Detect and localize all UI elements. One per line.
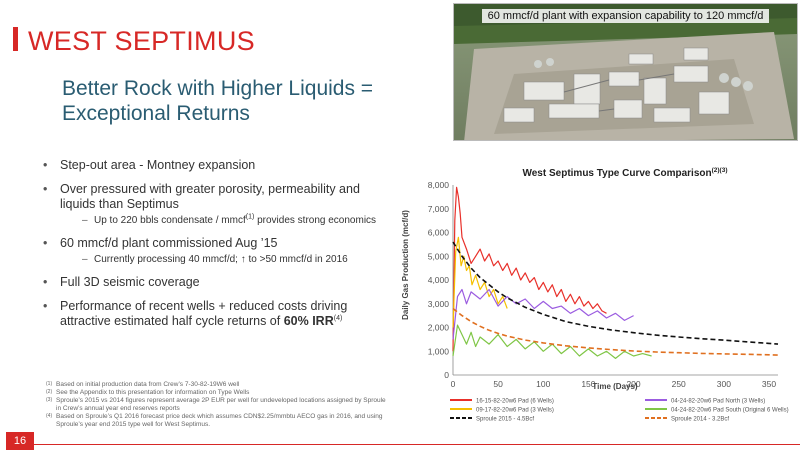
- title-accent-bar: [13, 27, 18, 51]
- footnote-mark: (1): [46, 381, 53, 387]
- bullet-text: Full 3D seismic coverage: [60, 275, 200, 289]
- bullet-list: Step-out area - Montney expansion Over p…: [38, 158, 378, 338]
- type-curve-chart: West Septimus Type Curve Comparison(2)(3…: [401, 167, 789, 423]
- legend-label: 09-17-82-20w6 Pad (3 Wells): [476, 408, 554, 414]
- y-tick-label: 4,000: [428, 275, 450, 285]
- page-subtitle: Better Rock with Higher Liquids = Except…: [62, 77, 374, 125]
- x-tick-label: 350: [762, 379, 776, 389]
- bullet-text: Performance of recent wells + reduced co…: [60, 299, 348, 328]
- sub-bullet-text: Up to 220 bbls condensate / mmcf: [94, 215, 246, 226]
- chart-legend: 16-15-82-20w6 Pad (6 Wells) 04-24-82-20w6…: [450, 399, 789, 423]
- sub-bullet-item: Up to 220 bbls condensate / mmcf(1) prov…: [60, 213, 378, 227]
- footnote-text: Based on Sproule’s Q1 2016 forecast pric…: [56, 413, 383, 428]
- bullet-text: Step-out area - Montney expansion: [60, 158, 256, 172]
- x-tick-label: 300: [717, 379, 731, 389]
- series-line: [452, 307, 779, 356]
- legend-label: 04-24-82-20w6 Pad North (3 Wells): [671, 399, 765, 405]
- y-tick-label: 0: [444, 370, 449, 380]
- footer-rule: [34, 444, 800, 445]
- chart-title: West Septimus Type Curve Comparison(2)(3…: [522, 167, 727, 179]
- sub-bullet-text: Currently processing 40 mmcf/d; ↑ to >50…: [94, 254, 348, 265]
- sub-bullet-text: provides strong economics: [254, 215, 377, 226]
- gas-plant-photo: 60 mmcf/d plant with expansion capabilit…: [453, 3, 798, 141]
- chart-title-text: West Septimus Type Curve Comparison: [522, 168, 711, 179]
- footnote: (4) Based on Sproule’s Q1 2016 forecast p…: [46, 413, 391, 429]
- footnote-ref: (4): [333, 314, 343, 322]
- legend-label: Sproule 2015 - 4.5Bcf: [476, 417, 534, 423]
- y-tick-label: 8,000: [428, 180, 450, 190]
- bullet-item: Performance of recent wells + reduced co…: [38, 299, 378, 329]
- x-tick-label: 150: [581, 379, 595, 389]
- bullet-item: Over pressured with greater porosity, pe…: [38, 182, 378, 227]
- legend-label: 04-24-82-20w6 Pad South (Original 6 Well…: [671, 408, 789, 414]
- chart-plot-area: 0 1,000 2,000 3,000 4,000 5,000 6,000 7,000 8,00…: [428, 180, 779, 389]
- y-tick-label: 7,000: [428, 204, 450, 214]
- series-line: [452, 186, 607, 352]
- irr-emphasis: 60% IRR: [283, 314, 334, 328]
- footnote: (1) Based on initial production data from…: [46, 381, 391, 389]
- photo-caption-text: 60 mmcf/d plant with expansion capabilit…: [481, 9, 770, 23]
- footnote-ref: (1): [245, 213, 255, 221]
- y-tick-label: 5,000: [428, 251, 450, 261]
- x-tick-label: 200: [626, 379, 640, 389]
- bullet-item: 60 mmcf/d plant commissioned Aug ’15 Cur…: [38, 236, 378, 266]
- series-line: [452, 241, 779, 345]
- chart-title-sup: (2)(3): [712, 167, 728, 174]
- x-tick-label: 100: [536, 379, 550, 389]
- footnote-text: Based on initial production data from Cr…: [56, 381, 240, 388]
- sub-bullet-item: Currently processing 40 mmcf/d; ↑ to >50…: [60, 254, 378, 266]
- footnote: (2) See the Appendix to this presentation…: [46, 389, 391, 397]
- bullet-item: Step-out area - Montney expansion: [38, 158, 378, 173]
- footnote-mark: (3): [46, 397, 53, 403]
- x-tick-label: 250: [672, 379, 686, 389]
- bullet-text: 60 mmcf/d plant commissioned Aug ’15: [60, 236, 278, 250]
- footnote-mark: (4): [46, 413, 53, 419]
- footnote-text: Sproule’s 2015 vs 2014 figures represent…: [56, 397, 386, 412]
- page-number: 16: [6, 432, 34, 450]
- page-title: WEST SEPTIMUS: [28, 26, 255, 56]
- footnote: (3) Sproule’s 2015 vs 2014 figures repres…: [46, 397, 391, 413]
- series-line: [452, 324, 652, 359]
- bullet-text: Over pressured with greater porosity, pe…: [60, 182, 360, 211]
- photo-caption: 60 mmcf/d plant with expansion capabilit…: [454, 9, 797, 23]
- plant-aerial-illustration: [454, 4, 797, 140]
- bullet-item: Full 3D seismic coverage: [38, 275, 378, 290]
- y-axis-label: Daily Gas Production (mcf/d): [401, 210, 410, 320]
- legend-label: Sproule 2014 - 3.2Bcf: [671, 417, 729, 423]
- x-tick-label: 50: [493, 379, 503, 389]
- x-tick-label: 0: [451, 379, 456, 389]
- y-tick-label: 1,000: [428, 346, 450, 356]
- y-tick-label: 3,000: [428, 299, 450, 309]
- footnote-text: See the Appendix to this presentation fo…: [56, 389, 250, 396]
- y-tick-label: 2,000: [428, 323, 450, 333]
- x-axis-label: Time (Days): [592, 382, 638, 391]
- y-tick-label: 6,000: [428, 228, 450, 238]
- footnote-mark: (2): [46, 389, 53, 395]
- footnotes: (1) Based on initial production data from…: [46, 381, 391, 429]
- series-line: [452, 288, 634, 340]
- legend-label: 16-15-82-20w6 Pad (6 Wells): [476, 399, 554, 405]
